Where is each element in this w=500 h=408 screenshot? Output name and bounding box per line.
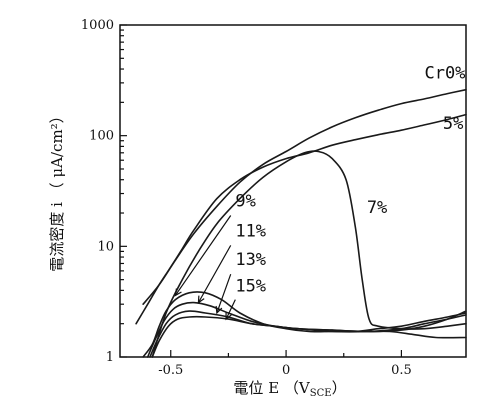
arrow-9pct [174,215,232,296]
y-tick-label: 1 [106,350,114,365]
arrowhead-13pct [215,305,223,315]
x-axis-label-main: 電位 E （V [233,379,310,397]
arrow-13pct [216,273,232,314]
series-label-cr0pct: Cr0% [424,63,465,83]
axes: 1 10 100 1000 -0.5 0 0.5 [81,18,467,378]
series-line-9pct [142,291,467,358]
series-line-13pct [149,310,467,358]
series-label-9pct: 9% [235,191,255,211]
arrowhead-15pct [225,312,232,321]
series-label-7pct: 7% [367,198,387,218]
arrow-11pct [197,245,232,303]
arrowhead-11pct [197,295,205,304]
x-axis-label-close: ） [332,379,347,397]
y-tick-label: 10 [97,239,114,254]
x-tick-label: -0.5 [158,363,183,378]
y-tick-label: 1000 [81,18,114,33]
plot-frame [119,24,467,358]
series-label-5pct: 5% [443,114,463,134]
x-axis-label-sub: SCE [310,388,332,399]
arrow-15pct [225,299,236,320]
x-axis-label: 電位 E （VSCE） [233,379,346,399]
x-tick-label: 0 [282,363,290,378]
label-arrows [174,215,236,321]
series-label-11pct: 11% [235,221,266,241]
series-labels: Cr0% 5% 7% 9% 11% 13% 15% [235,63,465,296]
x-tick-label: 0.5 [391,363,412,378]
arrowhead-9pct [174,288,182,297]
series-line-11pct [146,301,467,358]
series-label-15pct: 15% [235,277,266,297]
y-tick-label: 100 [89,129,114,144]
series-line-15pct [151,315,467,358]
axis-titles: 電位 E （VSCE） 電流密度 i （ μA/cm²） [48,108,347,399]
series-line-7pct [151,150,467,358]
curves [135,88,467,358]
y-axis-label: 電流密度 i （ μA/cm²） [48,108,66,271]
series-line-5pct [135,113,467,325]
series-label-13pct: 13% [235,250,266,270]
